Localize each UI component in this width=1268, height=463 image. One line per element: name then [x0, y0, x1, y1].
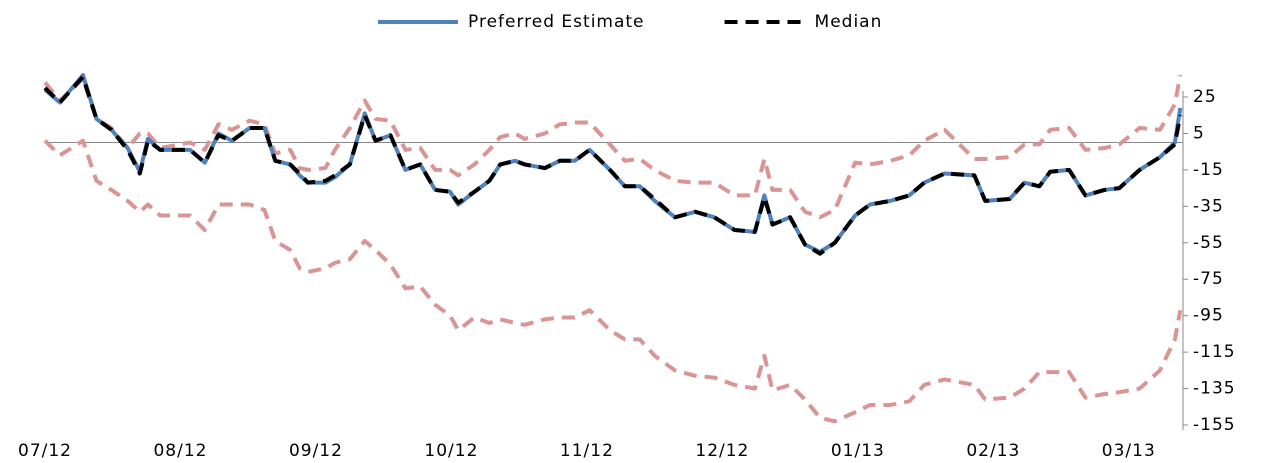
- x-tick-label: 08/12: [153, 441, 207, 461]
- legend-label: Preferred Estimate: [468, 12, 645, 32]
- series-line: [43, 73, 1183, 254]
- x-tick-label: 12/12: [695, 441, 749, 461]
- series-line: [43, 74, 1183, 256]
- y-tick-label: 5: [1193, 123, 1205, 143]
- x-tick-label: 03/13: [1102, 441, 1156, 461]
- y-tick-label: -15: [1193, 160, 1224, 180]
- y-tick-label: 25: [1193, 87, 1217, 107]
- x-tick-label: 10/12: [424, 441, 478, 461]
- x-tick-label: 11/12: [560, 441, 614, 461]
- y-tick-label: -75: [1193, 269, 1224, 289]
- y-tick-label: -55: [1193, 233, 1224, 253]
- x-tick-label: 07/12: [18, 441, 72, 461]
- y-tick-label: -95: [1193, 306, 1224, 326]
- legend-label: Median: [815, 12, 883, 32]
- y-tick-label: -155: [1193, 415, 1236, 435]
- y-tick-label: -135: [1193, 379, 1236, 399]
- x-tick-label: 02/13: [966, 441, 1020, 461]
- series-line: [43, 74, 1183, 220]
- x-tick-label: 09/12: [289, 441, 343, 461]
- x-tick-label: 01/13: [831, 441, 885, 461]
- series-line: [43, 138, 1183, 424]
- y-tick-label: -115: [1193, 342, 1236, 362]
- y-tick-label: -35: [1193, 196, 1224, 216]
